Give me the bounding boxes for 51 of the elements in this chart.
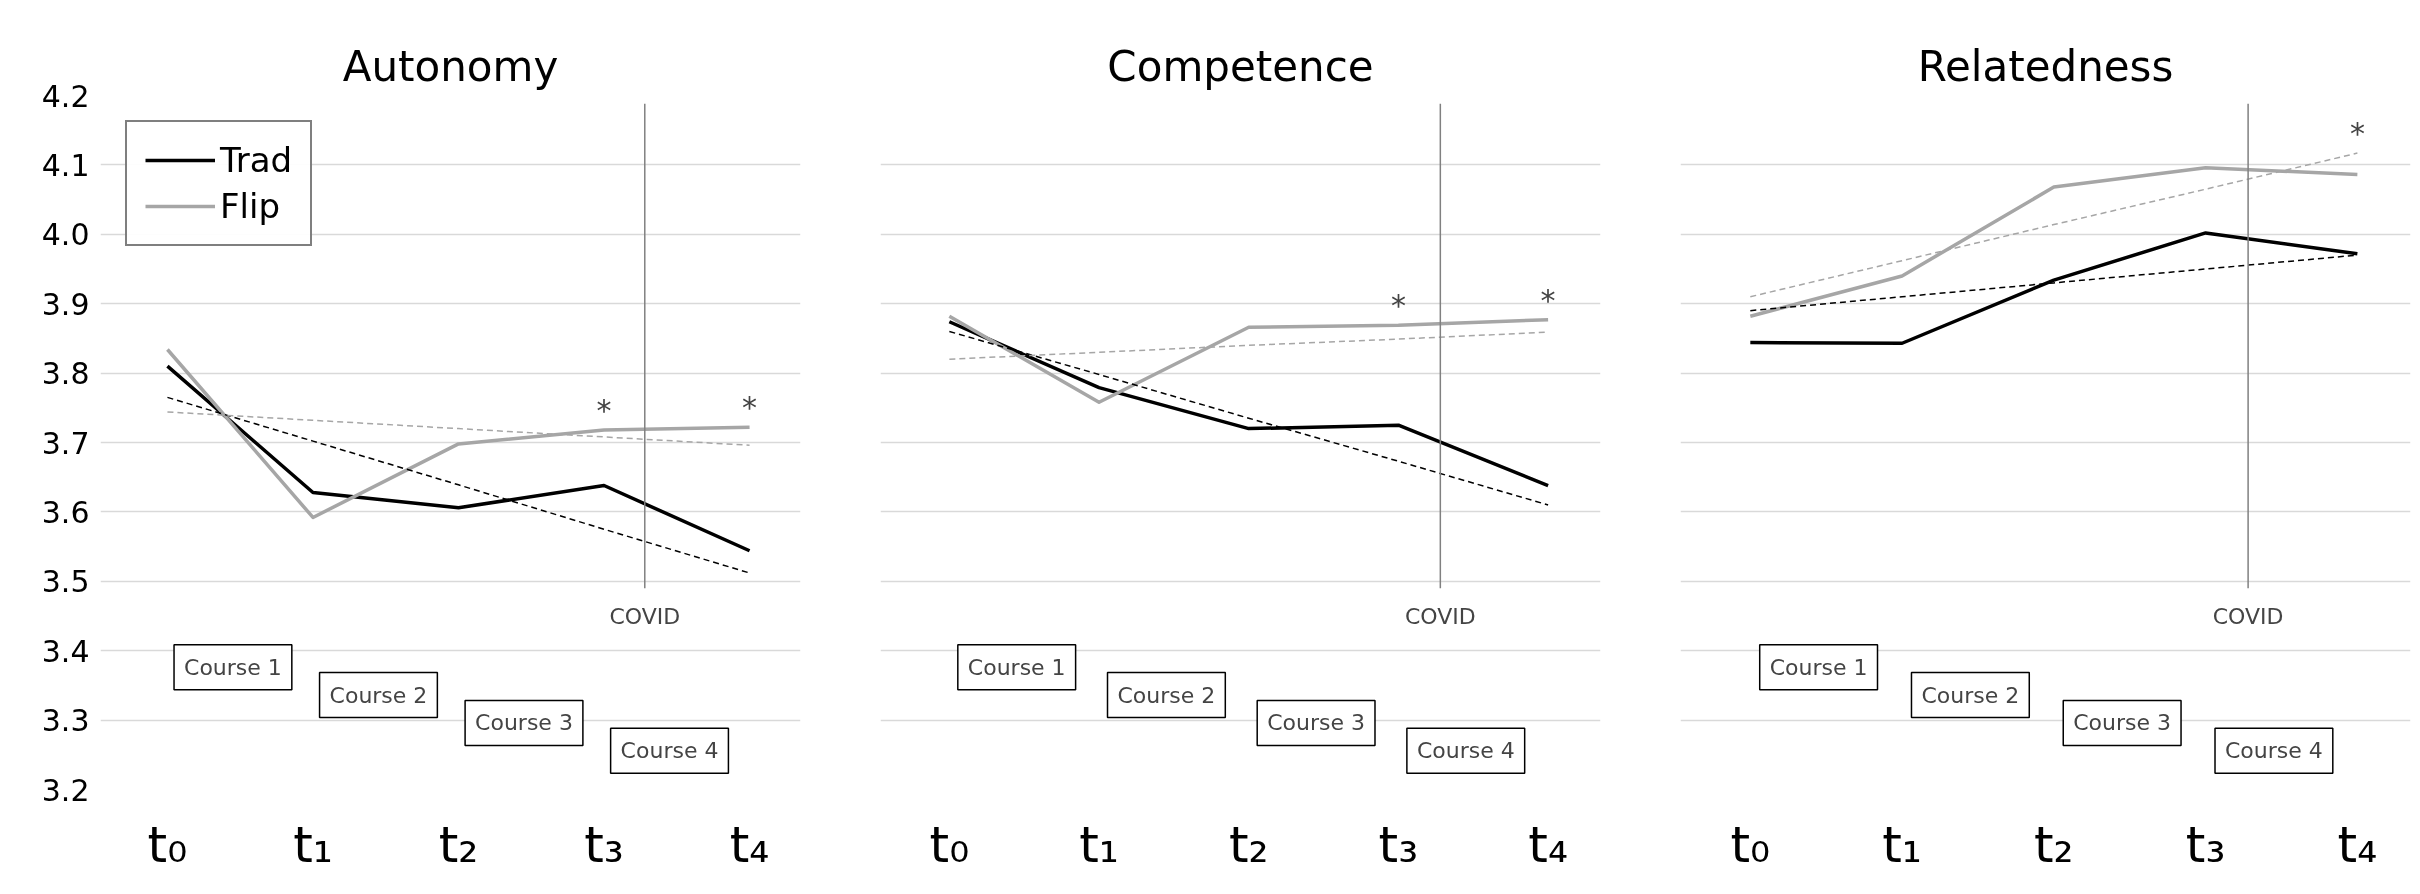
- annotation: Course 2: [1921, 682, 2020, 708]
- annotation: Course 3: [2073, 710, 2172, 736]
- x-tick-label: t₀: [929, 815, 970, 874]
- x-tick-label: t₀: [147, 815, 188, 874]
- y-tick-label: 3.8: [41, 356, 90, 392]
- annotation: COVID: [609, 603, 681, 629]
- y-tick-label: 3.4: [41, 633, 90, 669]
- y-tick-label: 4.1: [41, 147, 90, 183]
- x-tick-label: t₂: [438, 815, 479, 874]
- annotation: *: [596, 393, 612, 429]
- x-tick-label: t₁: [1079, 815, 1119, 874]
- annotation: Course 1: [184, 654, 282, 680]
- x-tick-label: t₀: [1730, 815, 1771, 874]
- annotation: *: [1390, 288, 1406, 324]
- y-tick-label: 3.2: [41, 772, 90, 808]
- annotation: *: [1540, 282, 1556, 318]
- x-tick-label: t₁: [293, 815, 333, 874]
- x-tick-label: t₃: [584, 815, 624, 874]
- annotation: Course 1: [967, 654, 1066, 680]
- annotation: *: [2349, 116, 2365, 152]
- annotation: Course 2: [1117, 682, 1216, 708]
- chart-title: Competence: [1107, 41, 1374, 91]
- y-tick-label: 3.7: [41, 425, 90, 461]
- x-tick-label: t₂: [1228, 815, 1269, 874]
- annotation: Course 2: [329, 682, 428, 708]
- y-tick-label: 4.2: [41, 78, 90, 114]
- x-tick-label: t₁: [1882, 815, 1922, 874]
- x-tick-label: t₄: [1528, 815, 1568, 874]
- y-tick-label: 3.5: [41, 564, 90, 600]
- x-tick-label: t₃: [1378, 815, 1419, 874]
- legend-label: Flip: [220, 186, 281, 226]
- annotation: Course 4: [2225, 738, 2323, 764]
- chart-title: Relatedness: [1917, 41, 2174, 91]
- annotation: Course 4: [620, 738, 719, 764]
- x-tick-label: t₄: [729, 815, 770, 874]
- y-tick-label: 3.3: [41, 703, 90, 739]
- legend-label: Trad: [220, 140, 293, 180]
- annotation: COVID: [1404, 603, 1476, 629]
- chart-title: Autonomy: [342, 41, 559, 91]
- annotation: *: [742, 390, 758, 426]
- annotation: Course 1: [1769, 654, 1868, 680]
- y-tick-label: 3.9: [41, 286, 90, 322]
- annotation: COVID: [2212, 603, 2284, 629]
- x-tick-label: t₃: [2185, 815, 2226, 874]
- annotation: Course 3: [1267, 710, 1365, 736]
- y-tick-label: 4.0: [41, 217, 90, 253]
- x-tick-label: t₂: [2034, 815, 2074, 874]
- y-tick-label: 3.6: [41, 494, 90, 530]
- annotation: Course 3: [475, 710, 573, 736]
- x-tick-label: t₄: [2337, 815, 2378, 874]
- annotation: Course 4: [1416, 738, 1515, 764]
